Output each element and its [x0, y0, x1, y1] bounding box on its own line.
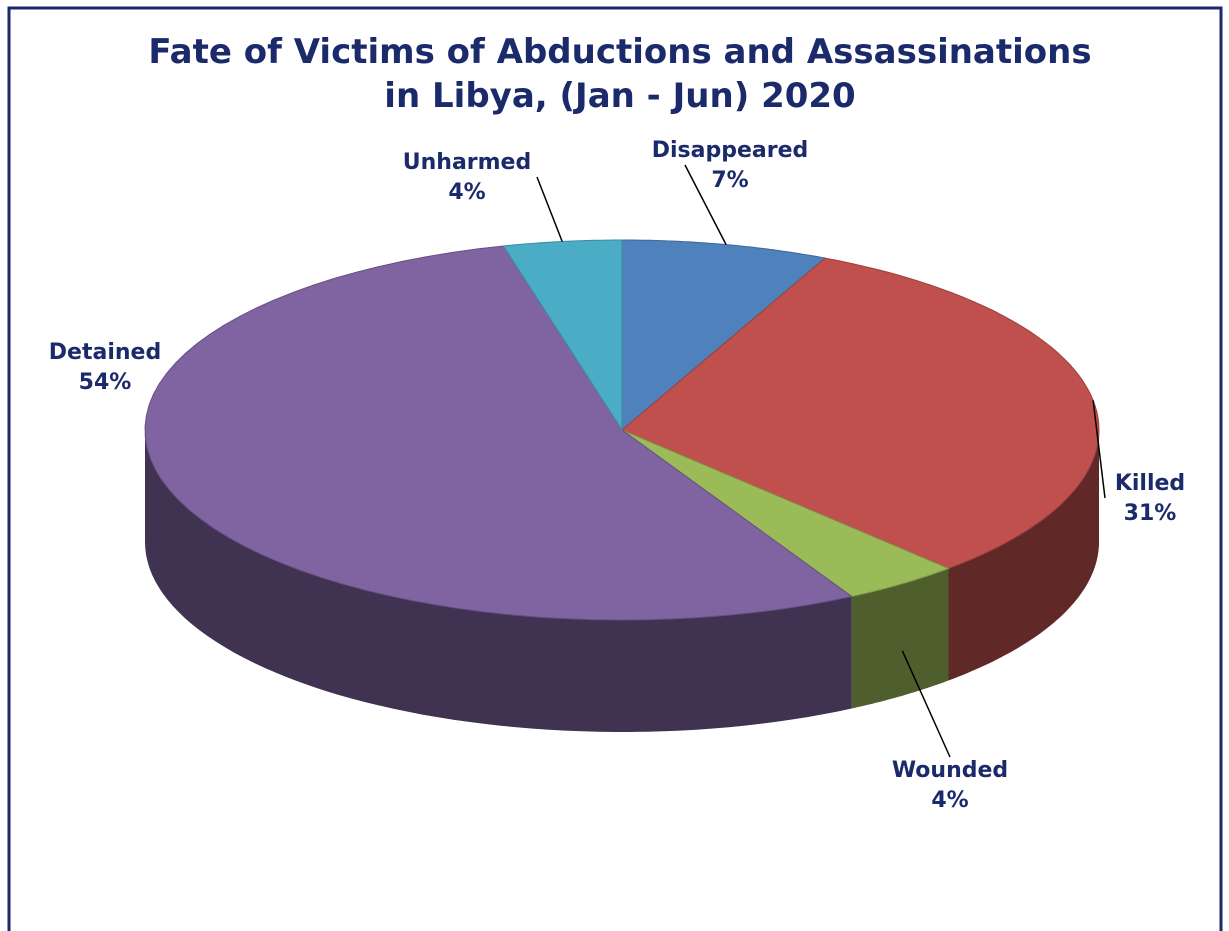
leader-line — [901, 650, 951, 758]
slice-value-label: 7% — [711, 168, 748, 193]
pie-slice — [144, 245, 854, 621]
leader-line — [1092, 400, 1106, 499]
slice-side — [948, 430, 1099, 681]
border — [7, 6, 1223, 931]
leader-line — [684, 164, 727, 245]
slice-value-label: 54% — [79, 370, 132, 395]
slice-value-label: 4% — [448, 180, 485, 205]
slice-label: Detained — [49, 340, 161, 365]
slice-value-label: 31% — [1124, 501, 1177, 526]
slice-value-label: 4% — [931, 788, 968, 813]
pie-slice — [621, 429, 950, 598]
slice-label: Disappeared — [652, 138, 809, 163]
slice-label: Killed — [1115, 471, 1185, 496]
slice-label: Wounded — [892, 758, 1008, 783]
leader-line — [536, 176, 563, 242]
slice-label: Unharmed — [403, 150, 531, 175]
slice-side — [145, 430, 852, 732]
chart-title: Fate of Victims of Abductions and Assass… — [148, 32, 1092, 116]
slice-side — [851, 568, 949, 709]
